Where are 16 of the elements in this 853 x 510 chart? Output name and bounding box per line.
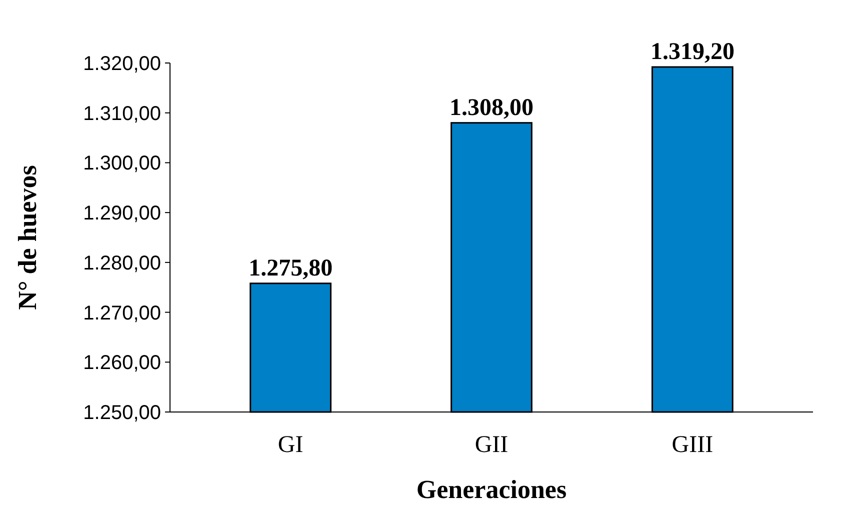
y-tick-label: 1.250,00 <box>83 402 161 424</box>
x-axis-title: Generaciones <box>416 475 567 504</box>
data-label: 1.308,00 <box>450 94 534 121</box>
data-label: 1.275,80 <box>248 255 333 282</box>
y-tick-label: 1.320,00 <box>83 53 161 75</box>
x-tick-label: GIII <box>672 432 714 458</box>
x-tick-label: GII <box>474 432 508 458</box>
x-tick-label: GI <box>278 432 304 458</box>
y-tick-label: 1.280,00 <box>83 252 161 274</box>
data-label: 1.319,20 <box>650 38 734 65</box>
y-tick-label: 1.290,00 <box>83 202 161 225</box>
y-tick-label: 1.310,00 <box>83 102 161 125</box>
y-tick-label: 1.260,00 <box>83 352 161 374</box>
y-tick-label: 1.300,00 <box>83 152 161 175</box>
y-tick-label: 1.270,00 <box>83 302 161 324</box>
y-axis-title: N° de huevos <box>13 165 42 310</box>
